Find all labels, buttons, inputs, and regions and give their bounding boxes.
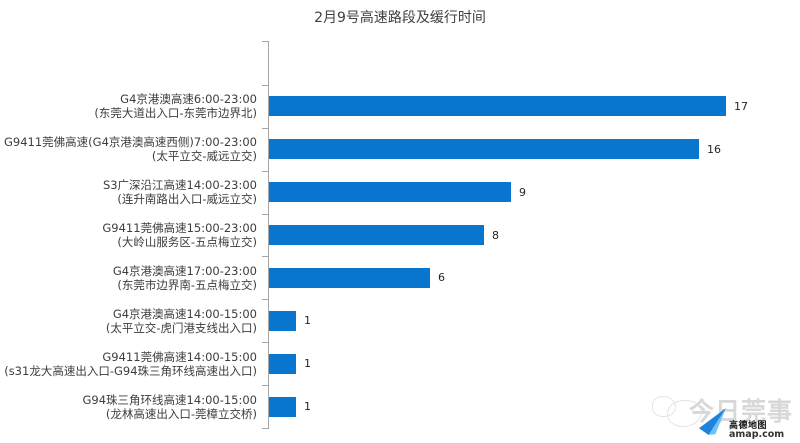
category-label: G4京港澳高速6:00-23:00 (东莞大道出入口-东莞市边界北) (0, 92, 263, 120)
bar-row: S3广深沿江高速14:00-23:00 (连升南路出入口-威远立交) 9 (0, 171, 800, 214)
chart-title: 2月9号高速路段及缓行时间 (314, 10, 486, 26)
axis-tick (262, 85, 269, 86)
bar-row: G4京港澳高速6:00-23:00 (东莞大道出入口-东莞市边界北) 17 (0, 85, 800, 128)
axis-tick (262, 256, 269, 257)
value-label: 8 (492, 228, 499, 242)
category-label: G94珠三角环线高速14:00-15:00 (龙林高速出入口-莞樟立交桥) (0, 393, 263, 421)
axis-tick (262, 299, 269, 300)
amap-brand-text: 高德地图 (729, 421, 768, 431)
watermark: 今日莞事 高德地图 amap.com (650, 390, 800, 443)
category-label-line2: (太平立交-虎门港支线出入口) (105, 320, 257, 335)
bar-rows: G4京港澳高速6:00-23:00 (东莞大道出入口-东莞市边界北) 17 G9… (0, 85, 800, 428)
value-label: 1 (304, 314, 311, 328)
axis-tick (262, 342, 269, 343)
category-label-line2: (大岭山服务区-五点梅立交) (117, 235, 257, 250)
category-label: G9411莞佛高速(G4京港澳高速西侧)7:00-23:00 (太平立交-威远立… (0, 135, 263, 163)
category-label-line1: G9411莞佛高速15:00-23:00 (102, 221, 257, 236)
category-label: G4京港澳高速17:00-23:00 (东莞市边界南-五点梅立交) (0, 264, 263, 292)
category-label-line1: G4京港澳高速6:00-23:00 (120, 92, 257, 107)
bar (269, 139, 699, 160)
category-label-line2: (连升南路出入口-威远立交) (117, 192, 257, 207)
bar-row: G9411莞佛高速(G4京港澳高速西侧)7:00-23:00 (太平立交-威远立… (0, 128, 800, 171)
axis-tick (262, 128, 269, 129)
category-label-line1: G4京港澳高速14:00-15:00 (112, 306, 257, 321)
doodle-circle-icon (667, 400, 702, 427)
bar-row: G9411莞佛高速15:00-23:00 (大岭山服务区-五点梅立交) 8 (0, 214, 800, 257)
category-label-line2: (太平立交-威远立交) (151, 149, 257, 164)
category-label-line1: G4京港澳高速17:00-23:00 (112, 263, 257, 278)
category-label-line1: S3广深沿江高速14:00-23:00 (102, 178, 257, 193)
category-label-line1: G9411莞佛高速(G4京港澳高速西侧)7:00-23:00 (4, 135, 257, 150)
bar-row: G4京港澳高速14:00-15:00 (太平立交-虎门港支线出入口) 1 (0, 299, 800, 342)
bar-row: G4京港澳高速17:00-23:00 (东莞市边界南-五点梅立交) 6 (0, 257, 800, 300)
axis-tick (262, 385, 269, 386)
bar (269, 396, 296, 417)
bar (269, 182, 511, 203)
category-label: G9411莞佛高速14:00-15:00 (s31龙大高速出入口-G94珠三角环… (0, 350, 263, 378)
axis-tick (262, 41, 269, 42)
bar-row: G9411莞佛高速14:00-15:00 (s31龙大高速出入口-G94珠三角环… (0, 342, 800, 385)
category-label: G4京港澳高速14:00-15:00 (太平立交-虎门港支线出入口) (0, 307, 263, 335)
category-label-line2: (东莞市边界南-五点梅立交) (117, 277, 257, 292)
axis-tick (262, 171, 269, 172)
value-label: 16 (707, 142, 721, 156)
axis-tick (262, 428, 269, 429)
value-label: 9 (519, 185, 526, 199)
bar (269, 225, 484, 246)
amap-domain-text: amap.com (729, 429, 785, 440)
value-label: 17 (734, 99, 748, 113)
bar (269, 353, 296, 374)
category-label: S3广深沿江高速14:00-23:00 (连升南路出入口-威远立交) (0, 178, 263, 206)
bar (269, 310, 296, 331)
category-label-line2: (龙林高速出入口-莞樟立交桥) (105, 406, 257, 421)
bar-row: G94珠三角环线高速14:00-15:00 (龙林高速出入口-莞樟立交桥) 1 (0, 385, 800, 428)
value-label: 1 (304, 357, 311, 371)
amap-paper-plane-icon (698, 407, 727, 436)
category-axis-line (268, 41, 269, 428)
category-label-line2: (s31龙大高速出入口-G94珠三角环线高速出入口) (4, 363, 257, 378)
category-label-line1: G9411莞佛高速14:00-15:00 (102, 349, 257, 364)
category-label-line1: G94珠三角环线高速14:00-15:00 (82, 392, 257, 407)
bar (269, 96, 726, 117)
value-label: 6 (438, 271, 445, 285)
brand-watermark-text: 今日莞事 (689, 397, 794, 426)
value-label: 1 (304, 400, 311, 414)
category-label: G9411莞佛高速15:00-23:00 (大岭山服务区-五点梅立交) (0, 221, 263, 249)
category-label-line2: (东莞大道出入口-东莞市边界北) (94, 106, 257, 121)
bar (269, 267, 430, 288)
axis-tick (262, 214, 269, 215)
